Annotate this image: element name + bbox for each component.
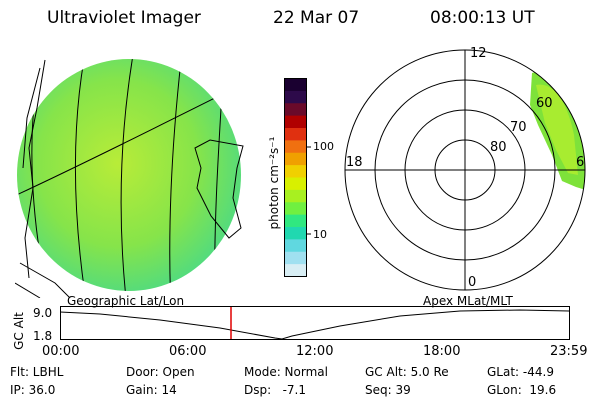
- sequence-info: Seq: 39: [365, 383, 411, 397]
- date-label: 22 Mar 07: [273, 8, 360, 28]
- altitude-tick-low: 1.8: [33, 329, 53, 343]
- time-tick-1200: 12:00: [296, 344, 334, 359]
- colorbar-units-label: photon cm⁻²s⁻¹: [267, 136, 281, 230]
- mlt-label-6: 6: [576, 155, 585, 170]
- colorbar-stripe: [284, 264, 307, 278]
- colorbar: [284, 78, 311, 278]
- colorbar-stripe: [284, 239, 307, 253]
- polar-plot: [344, 49, 586, 291]
- time-tick-0000: 00:00: [42, 344, 80, 359]
- colorbar-stripe: [284, 115, 307, 129]
- instrument-title: Ultraviolet Imager: [47, 8, 201, 28]
- mlt-label-12: 12: [470, 46, 487, 61]
- filter-info: Flt: LBHL: [10, 365, 64, 379]
- colorbar-tick-100: 100: [313, 140, 334, 153]
- colorbar-stripe: [284, 214, 307, 228]
- time-tick-0600: 06:00: [169, 344, 207, 359]
- mlat-label-60: 60: [536, 96, 553, 111]
- coastline-lines: [15, 59, 244, 298]
- time-tick-1800: 18:00: [423, 344, 461, 359]
- mlt-label-18: 18: [346, 155, 363, 170]
- colorbar-stripe: [284, 202, 307, 216]
- altitude-curve: [60, 309, 570, 340]
- time-label: 08:00:13 UT: [430, 8, 535, 28]
- geo-latitude-info: GLat: -44.9: [487, 365, 554, 379]
- colorbar-stripe: [284, 90, 307, 104]
- geographic-image-panel: [15, 59, 244, 298]
- colorbar-stripe: [284, 251, 307, 265]
- geographic-latlon-label: Geographic Lat/Lon: [67, 294, 185, 308]
- colorbar-stripe: [284, 177, 307, 191]
- colorbar-stripe: [284, 78, 307, 92]
- colorbar-stripe: [284, 189, 307, 203]
- gc-altitude-info: GC Alt: 5.0 Re: [365, 365, 449, 379]
- ip-info: IP: 36.0: [10, 383, 56, 397]
- altitude-timeline-plot: [60, 306, 570, 340]
- colorbar-stripe: [284, 227, 307, 240]
- altitude-tick-high: 9.0: [33, 306, 53, 320]
- colorbar-tick-10: 10: [313, 228, 327, 241]
- mode-info: Mode: Normal: [244, 365, 328, 379]
- colorbar-stripe: [284, 140, 307, 154]
- time-tick-2359: 23:59: [550, 344, 588, 359]
- gain-info: Gain: 14: [126, 383, 177, 397]
- mlat-label-80: 80: [490, 140, 507, 155]
- apex-mlat-mlt-label: Apex MLat/MLT: [423, 294, 513, 308]
- auroral-oval: [530, 71, 585, 190]
- colorbar-stripe: [284, 103, 307, 117]
- colorbar-stripe: [284, 128, 307, 141]
- emission-disk: [17, 59, 241, 291]
- geo-longitude-info: GLon: 19.6: [487, 383, 557, 397]
- door-info: Door: Open: [126, 365, 195, 379]
- colorbar-stripe: [284, 152, 307, 166]
- altitude-axis-title: GC Alt: [12, 312, 26, 350]
- mlat-label-70: 70: [510, 120, 527, 135]
- display-info: Dsp: -7.1: [244, 383, 307, 397]
- colorbar-stripe: [284, 165, 307, 179]
- mlt-label-0: 0: [468, 275, 477, 290]
